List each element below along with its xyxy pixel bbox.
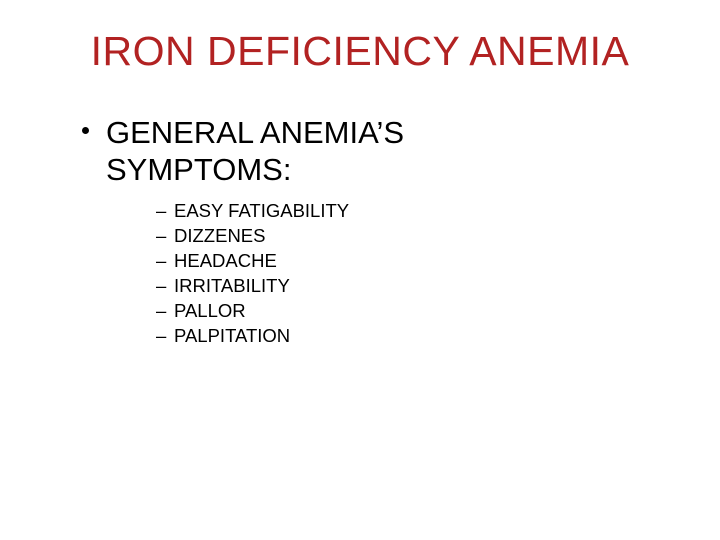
sub-bullet-text: EASY FATIGABILITY [174,200,349,221]
dash-icon: – [156,199,166,224]
slide: IRON DEFICIENCY ANEMIA GENERAL ANEMIA’S … [0,0,720,540]
sub-bullet-text: DIZZENES [174,225,265,246]
dash-icon: – [156,274,166,299]
bullet-line-1: GENERAL ANEMIA’S [106,115,404,150]
bullet-line-2: SYMPTOMS: [106,152,291,187]
sub-bullet-item: – PALPITATION [174,324,349,349]
sub-bullet-text: HEADACHE [174,250,277,271]
sub-bullet-text: PALLOR [174,300,246,321]
dash-icon: – [156,324,166,349]
slide-title: IRON DEFICIENCY ANEMIA [0,28,720,75]
bullet-level-1: GENERAL ANEMIA’S SYMPTOMS: [106,115,404,188]
dash-icon: – [156,249,166,274]
sub-bullet-list: – EASY FATIGABILITY – DIZZENES – HEADACH… [174,199,349,349]
sub-bullet-item: – IRRITABILITY [174,274,349,299]
sub-bullet-text: IRRITABILITY [174,275,290,296]
dash-icon: – [156,299,166,324]
sub-bullet-item: – HEADACHE [174,249,349,274]
bullet-dot-icon [82,127,89,134]
sub-bullet-text: PALPITATION [174,325,290,346]
dash-icon: – [156,224,166,249]
sub-bullet-item: – PALLOR [174,299,349,324]
sub-bullet-item: – DIZZENES [174,224,349,249]
sub-bullet-item: – EASY FATIGABILITY [174,199,349,224]
